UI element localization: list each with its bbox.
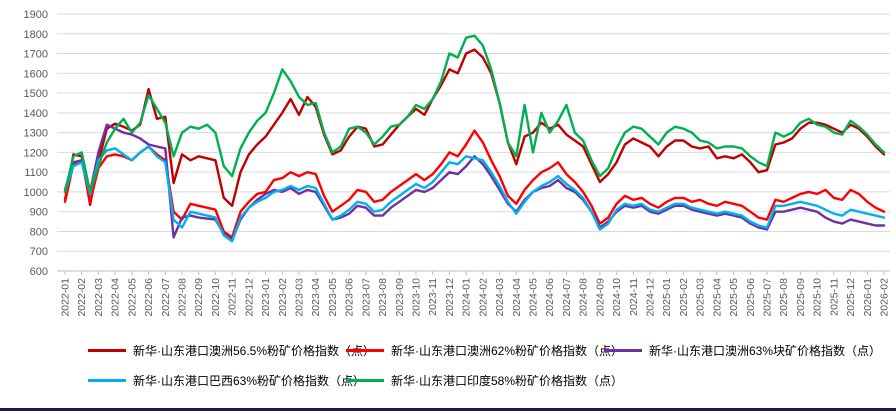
x-tick-label-2025-09: 2025-09 xyxy=(795,278,807,317)
x-tick-label-2023-01: 2023-01 xyxy=(260,278,272,317)
legend-line-swatch-icon xyxy=(346,379,384,382)
price-index-line-chart: 1900 1800 1700 1600 1500 1400 1300 1200 1100 1000… xyxy=(24,9,891,317)
chart-plot-area: 1900 1800 1700 1600 1500 1400 1300 1200 1100 1000… xyxy=(24,9,891,317)
x-tick-label-2025-11: 2025-11 xyxy=(828,278,840,316)
legend-row-1: 新华·山东港口澳洲56.5%粉矿价格指数（点） 新华·山东港口澳洲62%粉矿价格指… xyxy=(88,342,888,359)
x-tick-label-2024-09: 2024-09 xyxy=(594,278,606,317)
x-tick-label-2024-03: 2024-03 xyxy=(494,278,506,317)
x-tick-label-2023-11: 2023-11 xyxy=(427,278,439,316)
x-tick-label-2024-08: 2024-08 xyxy=(578,278,590,317)
legend-item-4[interactable]: 新华·山东港口印度58%粉矿价格指数（点） xyxy=(346,372,623,389)
x-tick-label-2022-02: 2022-02 xyxy=(76,278,88,317)
x-tick-label-2024-07: 2024-07 xyxy=(561,278,573,317)
series-line-3 xyxy=(63,145,886,243)
y-tick-label-1500: 1500 xyxy=(24,88,48,100)
x-tick-label-2023-06: 2023-06 xyxy=(344,278,356,317)
x-tick-label-2023-08: 2023-08 xyxy=(377,278,389,317)
y-tick-label-700: 700 xyxy=(30,246,48,258)
x-tick-label-2025-01: 2025-01 xyxy=(661,278,673,317)
x-tick-label-2025-06: 2025-06 xyxy=(745,278,757,317)
x-tick-label-2025-08: 2025-08 xyxy=(778,278,790,317)
x-tick-label-2024-06: 2024-06 xyxy=(544,278,556,317)
legend-label: 新华·山东港口澳洲56.5%粉矿价格指数（点） xyxy=(133,344,376,358)
x-tick-label-2024-12: 2024-12 xyxy=(645,278,657,317)
legend-row-2: 新华·山东港口巴西63%粉矿价格指数（点） 新华·山东港口印度58%粉矿价格指数（… xyxy=(88,372,888,389)
x-tick-label-2024-02: 2024-02 xyxy=(477,278,489,317)
x-tick-label-2022-04: 2022-04 xyxy=(110,278,122,317)
legend-label: 新华·山东港口澳洲63%块矿价格指数（点） xyxy=(649,344,882,358)
x-tick-label-2026-01: 2026-01 xyxy=(862,278,874,317)
legend-item-0[interactable]: 新华·山东港口澳洲56.5%粉矿价格指数（点） xyxy=(88,342,375,359)
x-tick-label-2022-09: 2022-09 xyxy=(193,278,205,317)
y-tick-label-1900: 1900 xyxy=(24,9,48,21)
x-tick-label-2025-10: 2025-10 xyxy=(812,278,824,317)
x-tick-label-2024-05: 2024-05 xyxy=(528,278,540,317)
x-tick-label-2022-06: 2022-06 xyxy=(143,278,155,317)
x-tick-label-2023-12: 2023-12 xyxy=(444,278,456,317)
x-tick-label-2022-03: 2022-03 xyxy=(93,278,105,317)
x-tick-label-2022-05: 2022-05 xyxy=(126,278,138,317)
legend-line-swatch-icon xyxy=(88,379,126,382)
legend-item-3[interactable]: 新华·山东港口巴西63%粉矿价格指数（点） xyxy=(88,372,365,389)
x-tick-label-2022-08: 2022-08 xyxy=(177,278,189,317)
y-tick-label-1000: 1000 xyxy=(24,187,48,199)
series-line-2 xyxy=(63,123,886,242)
legend-label: 新华·山东港口印度58%粉矿价格指数（点） xyxy=(391,374,624,388)
x-tick-label-2023-05: 2023-05 xyxy=(327,278,339,317)
x-tick-label-2022-07: 2022-07 xyxy=(160,278,172,317)
chart-legend: 新华·山东港口澳洲56.5%粉矿价格指数（点） 新华·山东港口澳洲62%粉矿价格指… xyxy=(88,342,888,389)
y-tick-label-900: 900 xyxy=(30,207,48,219)
x-tick-label-2025-02: 2025-02 xyxy=(678,278,690,317)
x-tick-label-2025-07: 2025-07 xyxy=(762,278,774,317)
y-tick-label-1800: 1800 xyxy=(24,29,48,41)
y-tick-label-1600: 1600 xyxy=(24,68,48,80)
x-tick-label-2023-07: 2023-07 xyxy=(360,278,372,317)
x-tick-label-2025-12: 2025-12 xyxy=(845,278,857,317)
x-tick-label-2024-10: 2024-10 xyxy=(611,278,623,317)
x-tick-label-2025-04: 2025-04 xyxy=(711,278,723,317)
x-tick-label-2023-09: 2023-09 xyxy=(394,278,406,317)
x-tick-label-2025-03: 2025-03 xyxy=(695,278,707,317)
x-tick-label-2023-10: 2023-10 xyxy=(411,278,423,317)
x-tick-label-2022-12: 2022-12 xyxy=(243,278,255,317)
legend-item-1[interactable]: 新华·山东港口澳洲62%粉矿价格指数（点） xyxy=(346,342,623,359)
legend-line-swatch-icon xyxy=(88,349,126,352)
x-tick-label-2022-10: 2022-10 xyxy=(210,278,222,317)
series-line-1 xyxy=(63,129,886,239)
x-tick-label-2022-11: 2022-11 xyxy=(227,278,239,316)
legend-line-swatch-icon xyxy=(604,349,642,352)
y-tick-label-1100: 1100 xyxy=(24,167,48,179)
series-line-0 xyxy=(63,48,886,208)
legend-line-swatch-icon xyxy=(346,349,384,352)
x-tick-label-2024-01: 2024-01 xyxy=(461,278,473,317)
y-tick-label-1700: 1700 xyxy=(24,49,48,61)
series-line-4 xyxy=(63,34,886,194)
x-tick-label-2023-02: 2023-02 xyxy=(277,278,289,317)
bottom-border-bar xyxy=(0,408,896,411)
y-tick-label-600: 600 xyxy=(30,266,48,278)
x-tick-label-2022-01: 2022-01 xyxy=(60,278,72,317)
x-tick-label-2024-11: 2024-11 xyxy=(628,278,640,316)
x-tick-label-2024-04: 2024-04 xyxy=(511,278,523,317)
x-tick-label-2023-04: 2023-04 xyxy=(310,278,322,317)
legend-label: 新华·山东港口澳洲62%粉矿价格指数（点） xyxy=(391,344,624,358)
legend-label: 新华·山东港口巴西63%粉矿价格指数（点） xyxy=(133,374,366,388)
x-tick-label-2026-02: 2026-02 xyxy=(879,278,891,317)
x-tick-label-2023-03: 2023-03 xyxy=(294,278,306,317)
y-tick-label-1400: 1400 xyxy=(24,108,48,120)
y-tick-label-1200: 1200 xyxy=(24,147,48,159)
y-tick-label-1300: 1300 xyxy=(24,128,48,140)
legend-item-2[interactable]: 新华·山东港口澳洲63%块矿价格指数（点） xyxy=(604,342,881,359)
y-tick-label-800: 800 xyxy=(30,226,48,238)
x-tick-label-2025-05: 2025-05 xyxy=(728,278,740,317)
